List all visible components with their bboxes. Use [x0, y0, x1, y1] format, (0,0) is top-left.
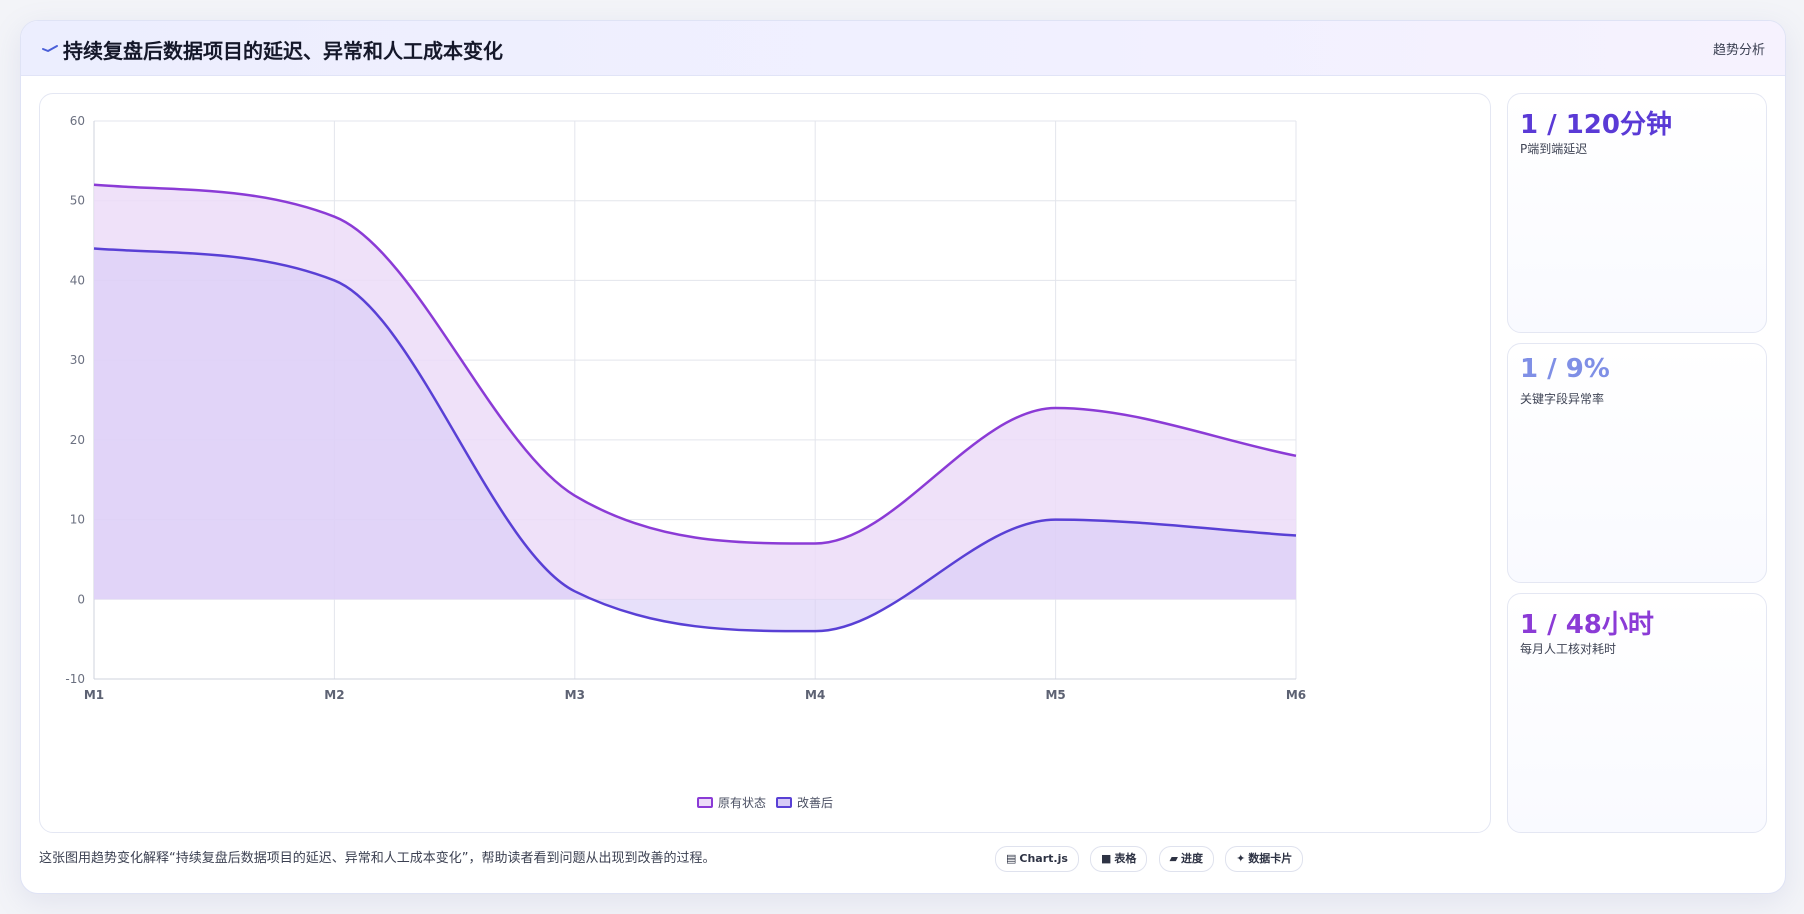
table-icon: ■ [1101, 852, 1112, 865]
legend-label: 改善后 [797, 796, 834, 810]
stat-label: 关键字段异常率 [1520, 392, 1605, 406]
series-line-2 [93, 247, 1297, 633]
x-tick-label: M4 [805, 688, 825, 702]
chip-label: 进度 [1180, 852, 1203, 865]
trend-line-icon [42, 45, 58, 52]
y-tick-label: 20 [70, 433, 85, 447]
y-tick-label: 40 [70, 273, 85, 287]
chip-group: ▤ Chart.js ■ 表格 ▰ 进度 ✦ 数据卡片 [995, 846, 1309, 872]
stat-label: P端到端延迟 [1520, 142, 1588, 156]
legend-swatch [776, 797, 792, 808]
chart-description: 这张图用趋势变化解释“持续复盘后数据项目的延迟、异常和人工成本变化”，帮助读者看… [39, 851, 716, 866]
dashboard-panel: 持续复盘后数据项目的延迟、异常和人工成本变化 趋势分析 -10 0 10 20 30 40… [20, 20, 1786, 894]
y-tick-label: 0 [77, 592, 85, 606]
chip-data-card[interactable]: ✦ 数据卡片 [1225, 846, 1304, 872]
chip-chartjs[interactable]: ▤ Chart.js [995, 846, 1079, 872]
chart-legend: 原有状态 改善后 [40, 794, 1490, 811]
y-tick-label: 10 [70, 513, 85, 527]
stat-card-latency: 1 / 120分钟 P端到端延迟 [1507, 93, 1767, 333]
chart-icon: ▤ [1006, 852, 1017, 865]
panel-header: 持续复盘后数据项目的延迟、异常和人工成本变化 趋势分析 [21, 21, 1785, 76]
legend-item[interactable]: 原有状态 [696, 794, 766, 811]
stat-value: 1 / 9% [1520, 354, 1610, 384]
stat-value: 1 / 120分钟 [1520, 110, 1672, 140]
x-tick-label: M2 [324, 688, 344, 702]
page-title: 持续复盘后数据项目的延迟、异常和人工成本变化 [63, 39, 503, 63]
progress-icon: ▰ [1169, 852, 1178, 865]
x-tick-label: M1 [84, 688, 104, 702]
legend-swatch [696, 797, 713, 808]
stat-value: 1 / 48小时 [1520, 610, 1654, 640]
chip-label: 数据卡片 [1248, 852, 1293, 865]
legend-label: 原有状态 [717, 796, 766, 810]
chip-label: Chart.js [1019, 852, 1068, 865]
x-tick-label: M3 [565, 688, 585, 702]
x-tick-label: M5 [1045, 688, 1065, 702]
chip-progress[interactable]: ▰ 进度 [1158, 846, 1214, 872]
stat-label: 每月人工核对耗时 [1520, 642, 1617, 656]
y-tick-label: 60 [70, 114, 85, 128]
line-area-chart: -10 0 10 20 30 40 50 60 M1 M2 M3 M4 M5 M6 [65, 114, 1306, 702]
y-tick-label: 50 [70, 194, 85, 208]
chart-card: -10 0 10 20 30 40 50 60 M1 M2 M3 M4 M5 M6 原有状态 改善后 [39, 93, 1491, 833]
stat-card-manual-hours: 1 / 48小时 每月人工核对耗时 [1507, 593, 1767, 833]
series-line-1 [93, 183, 1297, 545]
chip-table[interactable]: ■ 表格 [1090, 846, 1148, 872]
sparkle-icon: ✦ [1236, 852, 1246, 865]
trend-analysis-tab[interactable]: 趋势分析 [1712, 43, 1765, 58]
chip-label: 表格 [1114, 852, 1137, 865]
series-area-2 [94, 248, 1296, 632]
stat-card-anomaly-rate: 1 / 9% 关键字段异常率 [1507, 343, 1767, 583]
legend-item[interactable]: 改善后 [776, 794, 833, 811]
x-tick-label: M6 [1286, 688, 1306, 702]
y-tick-label: -10 [65, 672, 85, 686]
y-tick-label: 30 [70, 353, 85, 367]
